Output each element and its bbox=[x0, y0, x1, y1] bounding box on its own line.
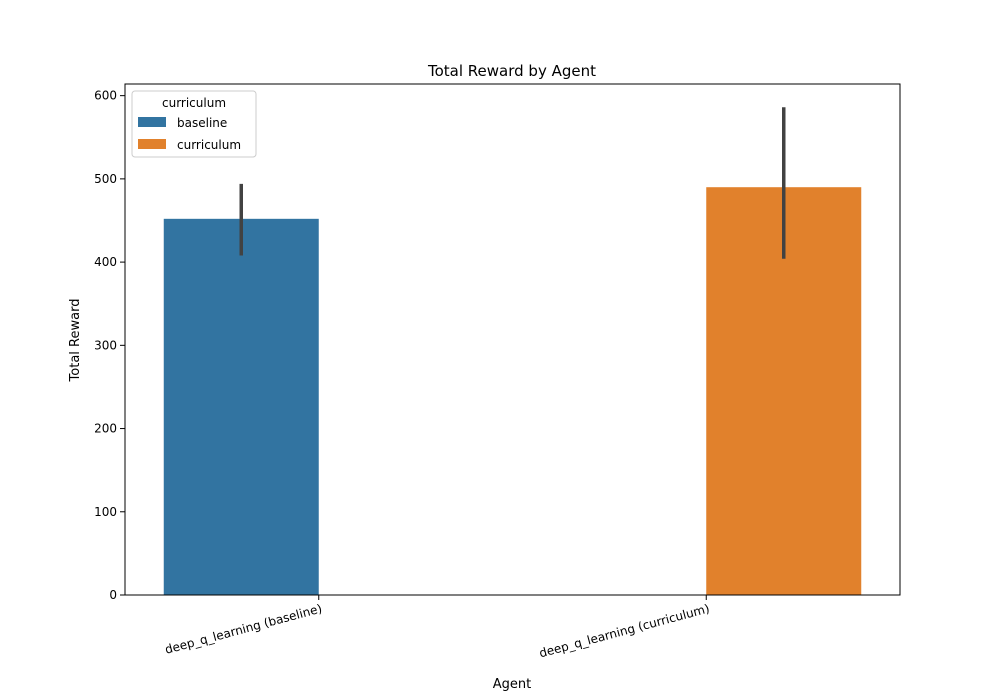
legend-title: curriculum bbox=[162, 96, 226, 110]
plot-frame bbox=[124, 83, 901, 596]
bar-baseline bbox=[163, 218, 319, 595]
bars bbox=[163, 187, 862, 595]
legend-swatch-baseline bbox=[138, 117, 166, 127]
legend: curriculum baseline curriculum bbox=[131, 90, 257, 158]
y-tick-label: 0 bbox=[109, 588, 117, 602]
chart-title: Total Reward by Agent bbox=[427, 62, 596, 80]
x-tick-label: deep_q_learning (baseline) bbox=[163, 601, 323, 656]
legend-label-curriculum: curriculum bbox=[177, 138, 241, 152]
y-axis: 0 100 200 300 400 500 600 bbox=[94, 89, 125, 602]
x-axis: deep_q_learning (baseline) deep_q_learnin… bbox=[163, 595, 711, 660]
x-tick-label: deep_q_learning (curriculum) bbox=[538, 601, 711, 660]
x-axis-label: Agent bbox=[493, 677, 531, 692]
error-bars bbox=[239, 107, 786, 259]
y-tick-label: 300 bbox=[94, 338, 117, 352]
legend-swatch-curriculum bbox=[138, 139, 166, 149]
y-tick-label: 500 bbox=[94, 172, 117, 186]
plot-area bbox=[124, 83, 901, 596]
y-tick-label: 100 bbox=[94, 505, 117, 519]
legend-label-baseline: baseline bbox=[177, 116, 227, 130]
y-tick-label: 600 bbox=[94, 89, 117, 103]
y-tick-label: 200 bbox=[94, 422, 117, 436]
y-axis-label: Total Reward bbox=[68, 299, 83, 383]
y-tick-label: 400 bbox=[94, 255, 117, 269]
